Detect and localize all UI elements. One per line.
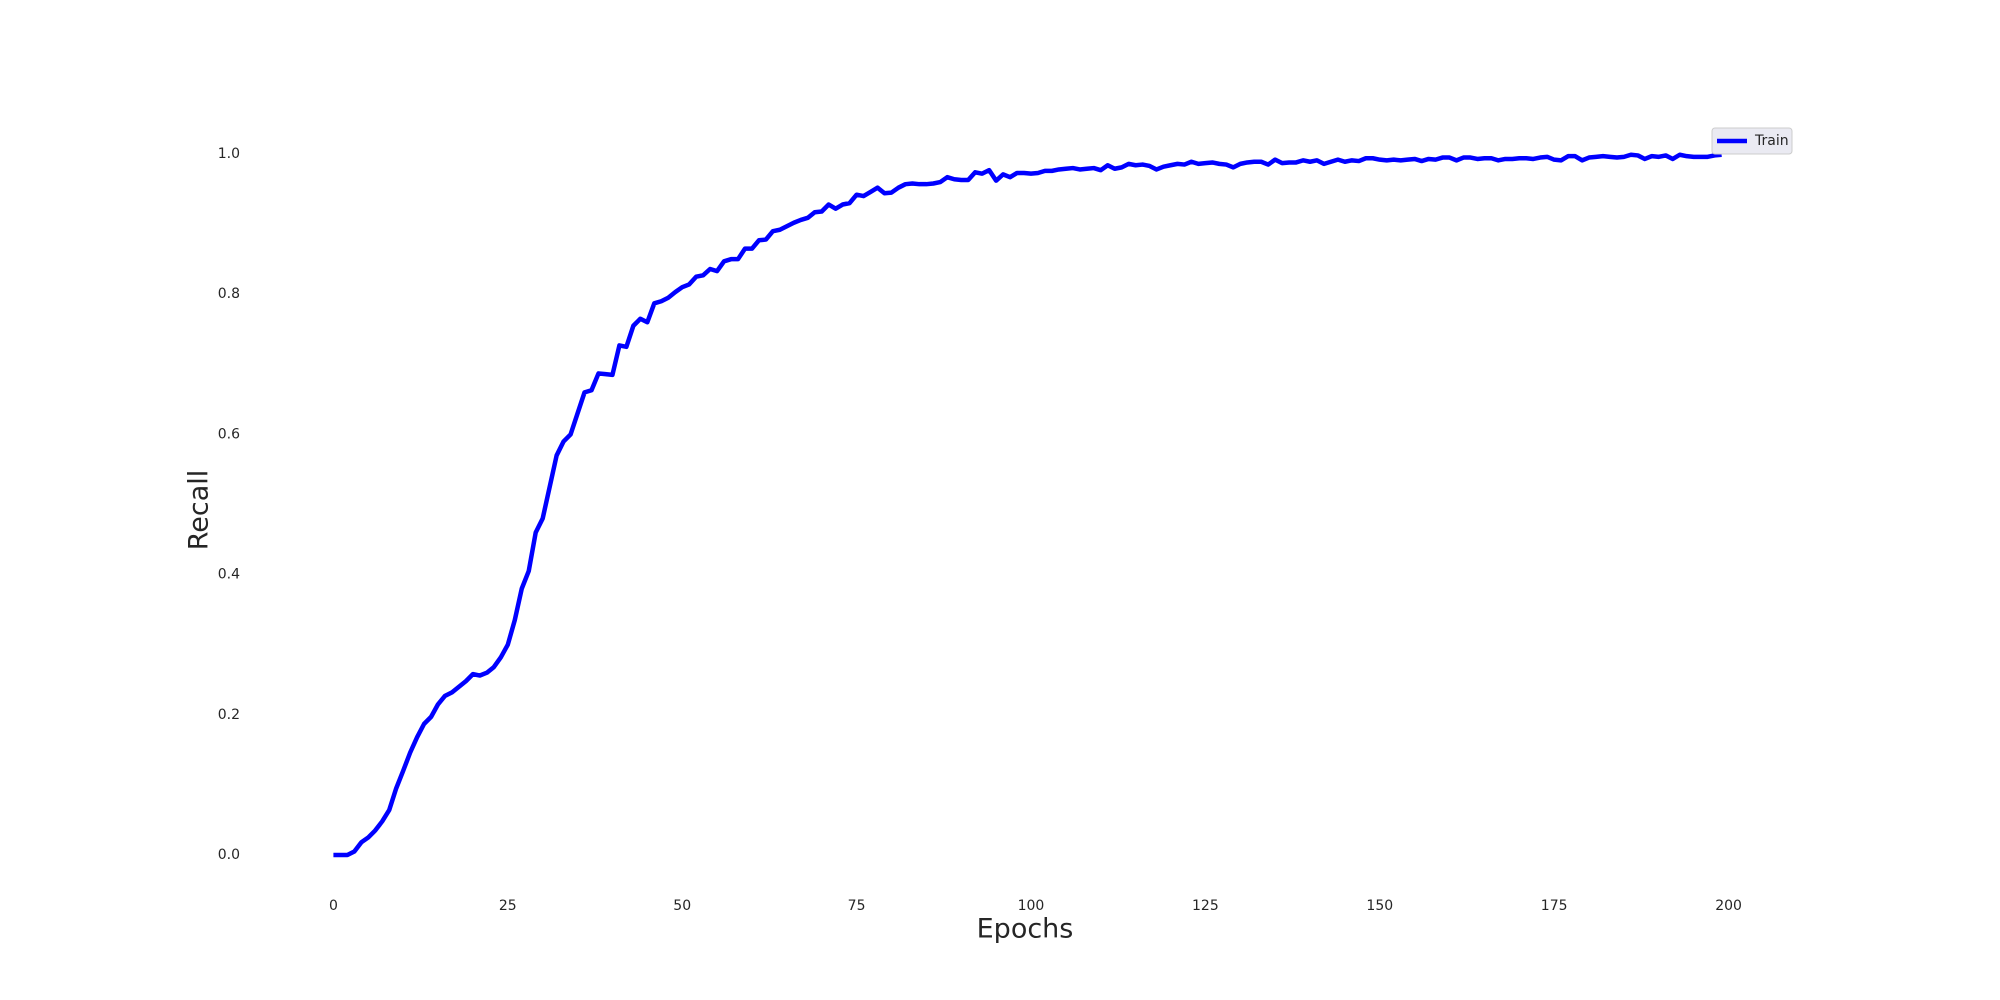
x-tick-label: 175 bbox=[1541, 898, 1568, 914]
x-tick-label: 200 bbox=[1715, 898, 1742, 914]
y-tick-label: 0.2 bbox=[218, 707, 240, 723]
x-tick-label: 75 bbox=[848, 898, 866, 914]
x-tick-label: 0 bbox=[329, 898, 338, 914]
y-tick-label: 1.0 bbox=[218, 146, 240, 162]
legend-label: Train bbox=[1754, 133, 1789, 149]
y-tick-label: 0.8 bbox=[218, 286, 240, 302]
y-tick-label: 0.0 bbox=[218, 847, 240, 863]
x-tick-label: 125 bbox=[1192, 898, 1219, 914]
x-tick-label: 100 bbox=[1018, 898, 1045, 914]
x-tick-label: 150 bbox=[1366, 898, 1393, 914]
x-tick-label: 25 bbox=[499, 898, 517, 914]
y-tick-label: 0.6 bbox=[218, 426, 240, 442]
y-tick-label: 0.4 bbox=[218, 567, 240, 583]
x-axis-label: Epochs bbox=[977, 914, 1074, 945]
x-tick-label: 50 bbox=[673, 898, 691, 914]
legend-box bbox=[1711, 127, 1793, 155]
legend: Train bbox=[1711, 127, 1793, 155]
line bbox=[333, 152, 1722, 858]
y-axis-label: Recall bbox=[184, 470, 215, 551]
